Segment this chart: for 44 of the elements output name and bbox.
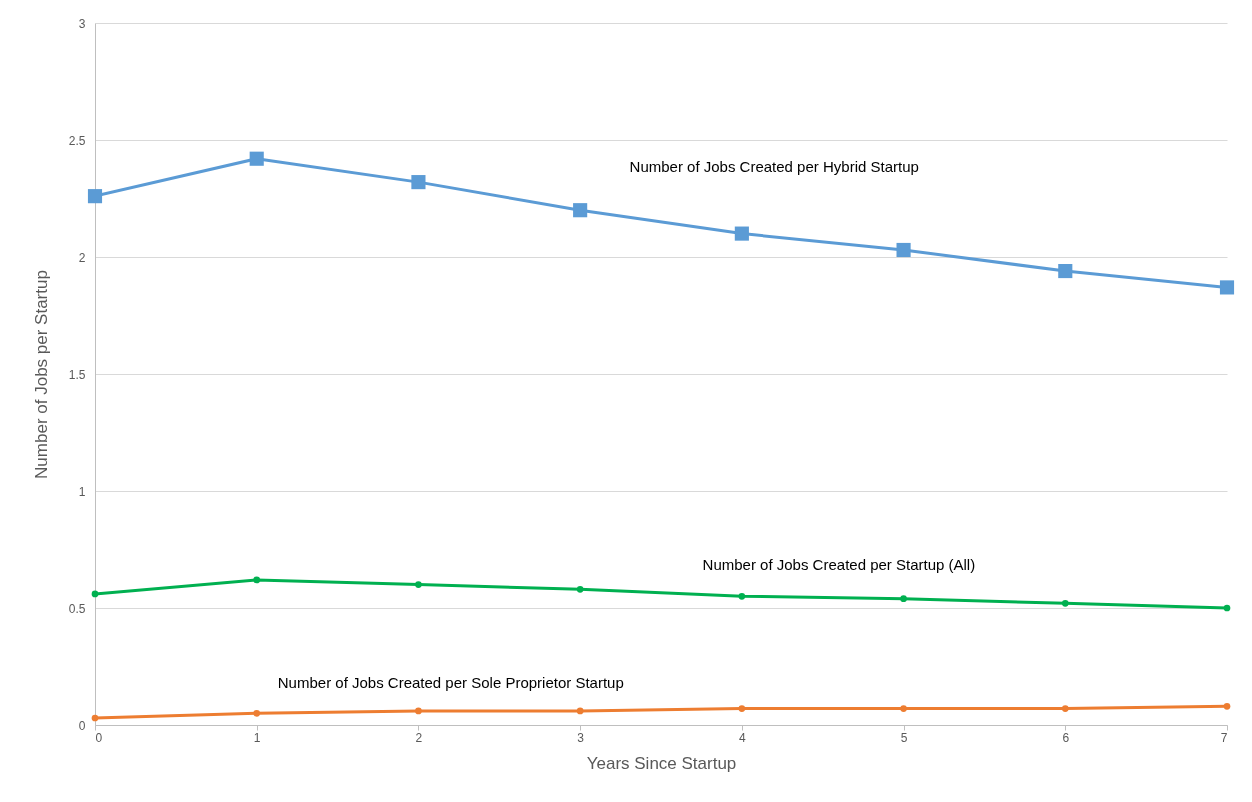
y-tick-label: 3: [78, 16, 86, 31]
point: [900, 705, 907, 712]
point: [1061, 599, 1069, 607]
point: [1223, 604, 1231, 612]
point: [738, 592, 746, 600]
x-tick-label: 1: [253, 730, 261, 745]
point: [253, 709, 261, 717]
point: [1058, 263, 1073, 279]
point: [576, 707, 584, 715]
y-tick-label: 0: [78, 718, 86, 733]
x-axis-title: Years Since Startup: [586, 753, 737, 773]
y-axis-title: Number of Jobs per Startup: [31, 270, 51, 479]
point: [253, 576, 261, 584]
point: [1219, 280, 1235, 295]
point: [896, 242, 911, 258]
point: [411, 175, 426, 190]
x-tick-label: 3: [577, 730, 585, 745]
point: [1061, 705, 1069, 712]
point: [738, 705, 746, 712]
x-tick-label: 7: [1220, 730, 1228, 745]
series-label: Number of Jobs Created per Sole Proprietor Startup: [277, 673, 624, 691]
point: [573, 203, 588, 218]
point: [91, 714, 99, 722]
text: Number of Jobs Created per Hybrid Startup: [629, 157, 919, 175]
series-label: Number of Jobs Created per Startup (All): [702, 555, 976, 573]
x-tick-label: 6: [1062, 730, 1070, 745]
y-tick-label: 2.5: [68, 133, 86, 148]
x-tick-label: 4: [739, 730, 747, 745]
x-tick-label: 2: [415, 730, 423, 745]
point: [576, 585, 584, 593]
y-tick-label: 2: [78, 250, 86, 265]
x-tick-label: 5: [900, 730, 908, 745]
point: [415, 581, 422, 588]
y-tick-label: 0.5: [68, 601, 86, 616]
y-tick-label: 1.5: [68, 367, 86, 382]
point: [1223, 702, 1231, 710]
point: [415, 707, 422, 715]
point: [87, 189, 103, 204]
point: [900, 595, 907, 602]
point: [91, 590, 99, 598]
y-tick-label: 1: [78, 484, 86, 499]
x-tick-label: 0: [95, 730, 103, 745]
point: [249, 151, 264, 166]
point: [734, 226, 749, 241]
